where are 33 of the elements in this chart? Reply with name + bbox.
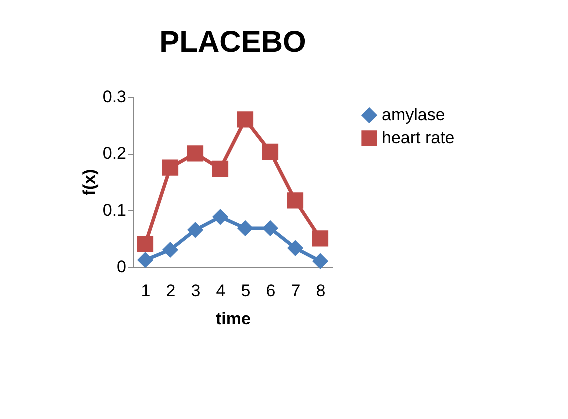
x-tick-label: 6 bbox=[266, 282, 276, 300]
legend-label: amylase bbox=[382, 106, 446, 124]
x-tick-label: 3 bbox=[191, 282, 201, 300]
x-axis-title: time bbox=[216, 310, 251, 328]
y-tick-label: 0.3 bbox=[102, 88, 126, 106]
x-tick-label: 1 bbox=[141, 282, 151, 300]
point bbox=[187, 146, 204, 162]
point bbox=[137, 236, 154, 252]
point bbox=[312, 253, 329, 270]
y-tick-label: 0.2 bbox=[102, 144, 126, 164]
point bbox=[312, 230, 329, 247]
x-tick-label: 4 bbox=[216, 282, 226, 300]
point bbox=[237, 112, 254, 128]
x-tick-label: 7 bbox=[291, 282, 301, 300]
point bbox=[262, 144, 279, 160]
point bbox=[287, 240, 304, 256]
point bbox=[212, 209, 229, 226]
legend-label: heart rate bbox=[382, 128, 455, 148]
point bbox=[162, 242, 179, 258]
point bbox=[162, 160, 179, 176]
x-tick-label: 2 bbox=[166, 282, 176, 300]
point bbox=[212, 160, 229, 178]
y-tick-label: 0 bbox=[117, 258, 126, 276]
point bbox=[287, 192, 304, 209]
x-tick-label: 5 bbox=[241, 282, 251, 300]
point bbox=[137, 252, 154, 268]
x-tick-label: 8 bbox=[316, 282, 326, 300]
y-tick-label: 0.1 bbox=[102, 200, 126, 220]
point bbox=[262, 220, 279, 237]
point bbox=[237, 220, 254, 237]
chart-title: PLACEBO bbox=[160, 26, 306, 59]
point bbox=[187, 222, 204, 238]
y-axis-title: f(x) bbox=[80, 169, 99, 196]
